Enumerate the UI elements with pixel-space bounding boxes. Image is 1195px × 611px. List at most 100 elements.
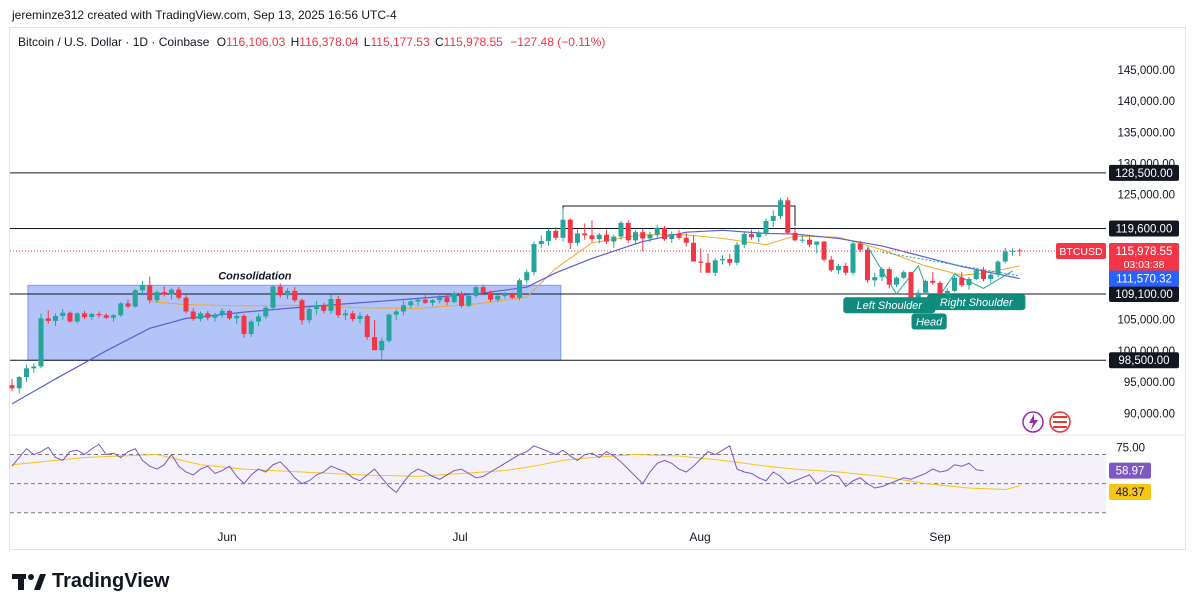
level-price-label: 109,100.00 [1115, 289, 1173, 301]
candle-body [96, 313, 102, 316]
candle-body [683, 237, 689, 243]
candle-body [502, 294, 508, 296]
ohlc-close-label: C [435, 35, 444, 49]
candle-body [720, 259, 725, 261]
candle-body [430, 300, 435, 303]
rsi-line [11, 443, 984, 494]
ohlc-high-value: 116,378.04 [299, 35, 359, 49]
candle-body [212, 314, 218, 318]
candle-body [836, 265, 841, 271]
candle-body [821, 241, 827, 260]
rsi-ma-line [11, 454, 1020, 490]
ohlc-close-value: 115,978.55 [443, 35, 503, 49]
level-price-tag [1109, 286, 1179, 303]
candle-body [328, 299, 334, 311]
candle-body [364, 315, 370, 338]
rsi-value-tag [1109, 462, 1151, 479]
candle-body [183, 297, 189, 312]
symbol-title: Bitcoin / U.S. Dollar · 1D · Coinbase [18, 35, 210, 49]
right-shoulder-label: Right Shoulder [940, 297, 1014, 309]
candle-body [357, 315, 363, 319]
candle-body [241, 315, 247, 334]
candle-body [886, 269, 892, 285]
candle-body [640, 232, 646, 239]
candle-body [981, 270, 986, 280]
candle-body [16, 377, 22, 389]
y-axis-tick-label: 135,000.00 [1117, 127, 1175, 139]
left-shoulder-label: Left Shoulder [857, 300, 924, 312]
candle-body [698, 261, 704, 263]
y-axis-tick-label: 90,000.00 [1124, 408, 1175, 420]
candle-body [633, 232, 638, 241]
candle-body [778, 200, 783, 216]
candle-body [292, 290, 298, 301]
candle-body [198, 313, 203, 319]
candle-body [118, 303, 124, 316]
candle-body [24, 368, 29, 378]
candle-body [770, 215, 776, 221]
candle-body [807, 239, 812, 245]
candle-body [169, 289, 174, 295]
candle-body [509, 294, 515, 298]
candle-body [263, 307, 269, 317]
candle-body [705, 262, 711, 273]
candle-body [314, 305, 319, 309]
candle-body [306, 308, 312, 321]
candle-body [1010, 250, 1015, 252]
candle-body [524, 272, 530, 281]
candle-body [205, 313, 211, 318]
level-price-tag [1109, 220, 1179, 237]
candle-body [618, 222, 624, 237]
candle-body [459, 293, 464, 306]
candle-body [82, 313, 87, 318]
ma-price-label: 111,570.32 [1116, 274, 1172, 286]
x-axis-tick-label: Sep [929, 530, 951, 544]
candle-body [234, 315, 240, 319]
candle-body [495, 295, 501, 300]
candle-body [930, 280, 936, 283]
candle-body [190, 311, 196, 319]
level-price-label: 98,500.00 [1118, 355, 1169, 367]
ohlc-high-label: H [290, 35, 300, 49]
head-label: Head [916, 316, 943, 328]
symbol-name-tag [1056, 243, 1106, 260]
candle-body [923, 280, 928, 293]
ohlc-low-label: L [363, 35, 371, 49]
candle-body [408, 301, 414, 306]
y-axis-tick-label: 125,000.00 [1117, 190, 1175, 202]
candle-body [712, 260, 718, 273]
tradingview-brand-text: TradingView [52, 570, 170, 592]
candle-body [749, 234, 754, 238]
candle-body [553, 230, 559, 238]
rsi-ma-value-tag [1109, 484, 1151, 501]
ohlc-low-value: 115,177.53 [370, 35, 430, 49]
candle-body [473, 287, 479, 296]
candle-body [176, 289, 182, 298]
candle-body [763, 220, 769, 233]
x-axis-tick-label: Jul [452, 530, 467, 544]
candle-body [865, 249, 870, 281]
candle-body [335, 299, 341, 316]
candle-body [915, 292, 921, 300]
symbol-legend[interactable]: Bitcoin / U.S. Dollar · 1D · Coinbase O 1… [18, 35, 605, 49]
candle-body [1002, 251, 1008, 262]
ohlc-open-label: O [216, 35, 227, 49]
candle-body [647, 234, 653, 239]
candle-body [256, 316, 261, 322]
candle-body [662, 227, 667, 240]
right-shoulder-label-bg [927, 294, 1026, 311]
tradingview-logo[interactable]: TradingView [12, 570, 169, 593]
candle-body [937, 282, 943, 303]
candle-body [488, 292, 493, 300]
candle-body [89, 313, 95, 318]
candle-body [872, 277, 878, 281]
flag-stripe [1053, 421, 1067, 423]
flag-stripe [1053, 426, 1067, 428]
candle-body [379, 340, 385, 351]
candle-body [546, 230, 551, 241]
candle-body [132, 290, 138, 307]
candle-body [103, 315, 109, 318]
candle-body [451, 293, 457, 303]
tradingview-logo-icon [12, 572, 46, 592]
